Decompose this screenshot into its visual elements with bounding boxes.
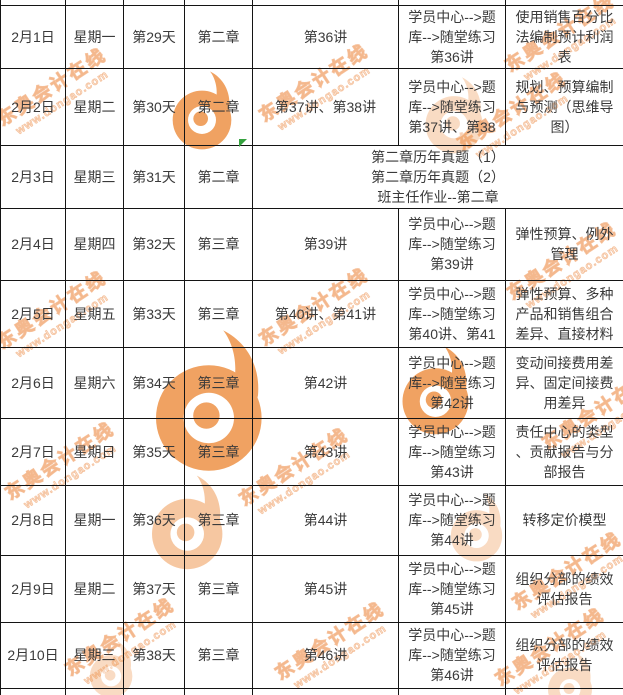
table-cell: 2月7日: [0, 417, 66, 486]
table-cell: 第33天: [123, 279, 185, 348]
table-cell: 2月9日: [0, 554, 66, 623]
table-cell: 第39讲: [252, 207, 399, 281]
table-cell: 第42讲: [252, 346, 399, 419]
table-cell: 第二章: [184, 67, 253, 146]
table-cell: [123, 687, 185, 695]
table-cell: 第30天: [123, 67, 185, 146]
table-cell: 第43讲: [252, 417, 399, 486]
table-cell: 责任中心的类型 、贡献报告与分 部报告: [505, 417, 623, 486]
table-cell: 弹性预算、多种 产品和销售组合 差异、直接材料: [505, 279, 623, 348]
table-cell: 学员中心-->题 库-->随堂练习 第37讲、第38: [398, 67, 506, 146]
table-cell: 第二章: [184, 4, 253, 69]
table-cell: 组织分部的绩效 评估报告: [505, 621, 623, 689]
table-cell: 第31天: [123, 144, 185, 209]
table-cell: 第38天: [123, 621, 185, 689]
table-cell: 第35天: [123, 417, 185, 486]
table-row: [0, 687, 623, 695]
table-cell: 2月8日: [0, 484, 66, 556]
table-cell: 转移定价模型: [505, 484, 623, 556]
table-cell: 星期六: [65, 346, 124, 419]
table-cell: 使用销售百分比 法编制预计利润 表: [505, 4, 623, 69]
table-cell: [184, 687, 253, 695]
table-cell: 2月10日: [0, 621, 66, 689]
table-cell: 学员中心-->题 库-->随堂练习 第45讲: [398, 554, 506, 623]
table-cell: 星期三: [65, 144, 124, 209]
table-cell: 星期三: [65, 621, 124, 689]
table-row: 2月5日 星期五 第33天 第三章 第40讲、第41讲 学员中心-->题 库-->随堂练习…: [0, 279, 623, 348]
table-cell: 学员中心-->题 库-->随堂练习 第42讲: [398, 346, 506, 419]
table-cell: 规划、预算编制 与预测（思维导 图）: [505, 67, 623, 146]
table-cell: 第三章: [184, 279, 253, 348]
table-row: 2月9日 星期二 第37天 第三章 第45讲 学员中心-->题 库-->随堂练习 第45讲…: [0, 554, 623, 623]
table-cell: 第37天: [123, 554, 185, 623]
table-cell: 星期二: [65, 554, 124, 623]
table-cell: 第三章: [184, 417, 253, 486]
table-cell: [505, 687, 623, 695]
table-cell: 2月4日: [0, 207, 66, 281]
table-cell: [398, 687, 506, 695]
table-cell: 2月3日: [0, 144, 66, 209]
table-cell: 学员中心-->题 库-->随堂练习 第43讲: [398, 417, 506, 486]
table-cell: 第44讲: [252, 484, 399, 556]
table-row: 2月4日 星期四 第32天 第三章 第39讲 学员中心-->题 库-->随堂练习 第39讲…: [0, 207, 623, 281]
table-cell: 2月6日: [0, 346, 66, 419]
table-cell: 第29天: [123, 4, 185, 69]
table-row: 2月2日 星期二 第30天 第二章 第37讲、第38讲 学员中心-->题 库-->随堂练习…: [0, 67, 623, 146]
table-cell: 第三章: [184, 554, 253, 623]
table-cell: 第二章: [184, 144, 253, 209]
table-cell: 第三章: [184, 621, 253, 689]
table-cell: 星期日: [65, 417, 124, 486]
table-cell: [0, 687, 66, 695]
table-row: 2月6日 星期六 第34天 第三章 第42讲 学员中心-->题 库-->随堂练习 第42讲…: [0, 346, 623, 419]
table-cell: 组织分部的绩效 评估报告: [505, 554, 623, 623]
table-row: 2月10日 星期三 第38天 第三章 第46讲 学员中心-->题 库-->随堂练习 第46…: [0, 621, 623, 689]
table-row: 2月7日 星期日 第35天 第三章 第43讲 学员中心-->题 库-->随堂练习 第43讲…: [0, 417, 623, 486]
table-cell: 2月5日: [0, 279, 66, 348]
table-cell: 第36天: [123, 484, 185, 556]
table-cell: 星期四: [65, 207, 124, 281]
table-cell: 学员中心-->题 库-->随堂练习 第44讲: [398, 484, 506, 556]
table-cell: 第45讲: [252, 554, 399, 623]
table-cell: 第二章历年真题（1） 第二章历年真题（2） 班主任作业--第二章: [252, 144, 623, 209]
table-cell: 第36讲: [252, 4, 399, 69]
table-cell: 星期二: [65, 67, 124, 146]
green-corner-marker: [239, 139, 247, 147]
table-cell: 2月2日: [0, 67, 66, 146]
table-cell: 第三章: [184, 484, 253, 556]
table-cell: 2月1日: [0, 4, 66, 69]
table-cell: 星期一: [65, 484, 124, 556]
table-cell: 第37讲、第38讲: [252, 67, 399, 146]
table-row: 2月1日 星期一 第29天 第二章 第36讲 学员中心-->题 库-->随堂练习 第36讲…: [0, 4, 623, 69]
table-cell: 第三章: [184, 207, 253, 281]
table-cell: 变动间接费用差 异、固定间接费 用差异: [505, 346, 623, 419]
table-cell: 第32天: [123, 207, 185, 281]
table-cell: [252, 687, 399, 695]
table-cell: 星期一: [65, 4, 124, 69]
table-cell: 第三章: [184, 346, 253, 419]
table-cell: 弹性预算、例外 管理: [505, 207, 623, 281]
table-cell: 学员中心-->题 库-->随堂练习 第40讲、第41: [398, 279, 506, 348]
table-cell: 第40讲、第41讲: [252, 279, 399, 348]
table-row: 2月8日 星期一 第36天 第三章 第44讲 学员中心-->题 库-->随堂练习 第44讲…: [0, 484, 623, 556]
table-cell: 第34天: [123, 346, 185, 419]
table-cell: 学员中心-->题 库-->随堂练习 第39讲: [398, 207, 506, 281]
table-cell: 学员中心-->题 库-->随堂练习 第36讲: [398, 4, 506, 69]
table-row: 2月3日 星期三 第31天 第二章 第二章历年真题（1） 第二章历年真题（2） 班主任作…: [0, 144, 623, 209]
table-cell: [65, 687, 124, 695]
table-cell: 第46讲: [252, 621, 399, 689]
table-cell: 学员中心-->题 库-->随堂练习 第46讲: [398, 621, 506, 689]
table-cell: 星期五: [65, 279, 124, 348]
